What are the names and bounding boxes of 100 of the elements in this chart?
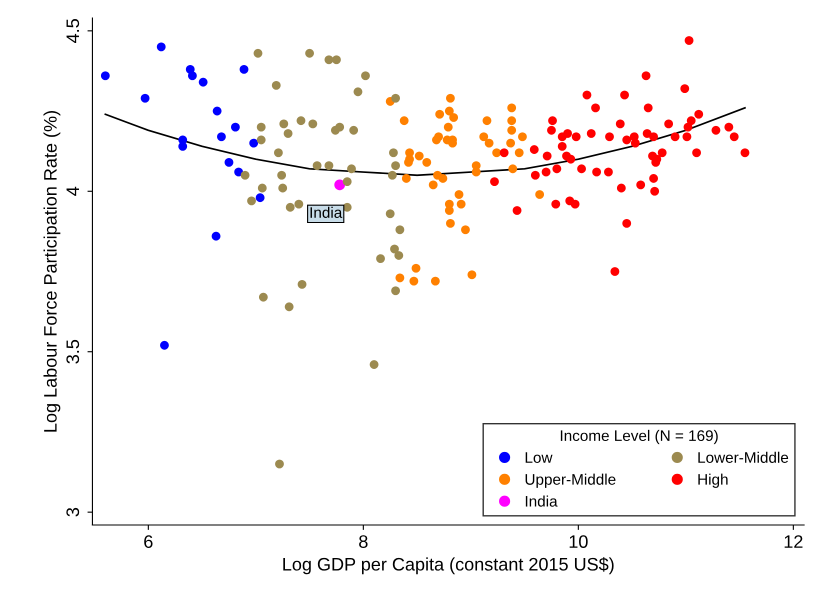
y-axis-title: Log Labour Force Participation Rate (%) [43,111,60,432]
legend-label: Low [526,452,553,463]
point [231,122,240,132]
point [308,120,318,128]
point [334,179,346,190]
point [592,168,602,176]
point [409,276,418,286]
point [412,264,420,273]
point [414,152,424,160]
point [395,225,404,234]
point [212,232,220,241]
point [622,136,632,144]
y-tick-label: 4.5 [66,19,80,43]
point [508,164,518,174]
point [507,116,516,126]
point [240,170,250,180]
point [390,244,399,254]
point [482,116,492,126]
point [484,138,494,148]
point [391,286,400,296]
point [258,292,268,302]
point [394,251,404,260]
point [514,148,524,158]
point [354,87,362,96]
point [591,103,600,112]
point [347,164,356,174]
point [335,122,344,132]
point [694,110,704,119]
point [454,190,464,199]
point [636,180,646,190]
point [658,148,667,158]
point [630,138,640,148]
point [305,48,314,58]
legend-label: Lower-Middle [698,452,788,463]
point [342,177,352,186]
point [642,129,652,138]
point [296,116,306,126]
point [570,200,580,209]
point [684,122,692,132]
point [620,90,629,100]
point [198,78,208,87]
point [349,126,358,135]
point [256,122,266,132]
point [430,276,440,286]
point [468,270,476,280]
point [724,122,734,132]
point [361,71,370,80]
point [249,138,258,148]
point [616,120,625,128]
point [286,202,295,212]
point [642,71,650,80]
point [472,168,481,176]
point [444,206,454,215]
point [376,254,385,264]
point [535,190,544,199]
point [298,280,306,289]
point [140,94,150,103]
annotation: India [310,206,342,218]
point [395,274,404,282]
point [605,132,614,142]
point [449,113,458,122]
point [686,116,696,126]
point [272,80,281,90]
point [404,158,413,167]
point [682,132,692,142]
point [456,200,466,209]
point [552,164,562,174]
point [332,55,341,64]
point [610,267,620,276]
x-axis-title: Log GDP per Capita (constant 2015 US$) [283,557,614,574]
point [212,106,222,116]
point [461,225,470,234]
point [730,132,739,142]
point [284,302,294,312]
legend-label: Upper-Middle [526,474,616,488]
point [391,161,400,170]
line-series [104,107,746,176]
point [530,145,539,154]
point [622,218,632,228]
point [294,200,304,209]
legend-title: Income Level (N = 169) [560,430,718,444]
point [217,132,226,142]
point [616,184,626,192]
point [388,170,397,180]
point [444,106,454,116]
point [684,36,694,45]
point [275,460,284,468]
point [507,126,516,135]
point [254,48,262,58]
point [370,360,378,369]
point [446,218,455,228]
point [258,184,267,192]
point [438,174,448,183]
point [582,90,592,100]
y-tick-label: 3.5 [66,340,80,364]
point [664,120,674,128]
point [506,138,516,148]
point [422,158,432,167]
point [649,132,658,142]
point [548,116,557,126]
